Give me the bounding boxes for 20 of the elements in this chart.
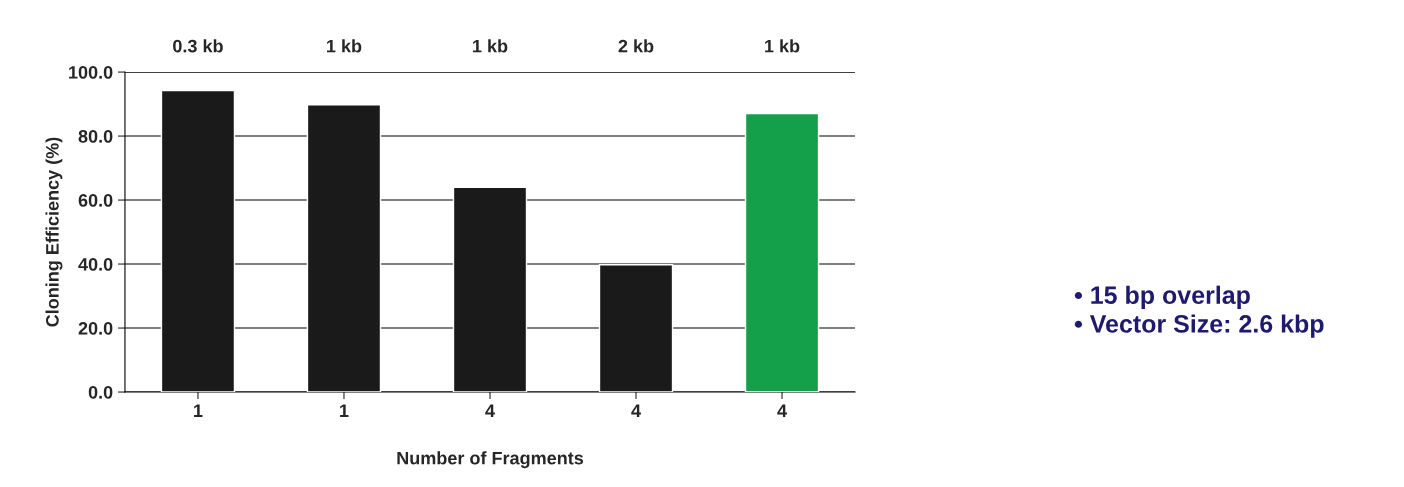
text: • 15 bp overlap • Vector Size: 2.6 kbp xyxy=(1074,285,1324,338)
y-tick-label: 40.0 xyxy=(78,257,113,271)
x-tick-label: 1 xyxy=(340,404,349,417)
text: 0.3 kb xyxy=(173,39,223,53)
x-tick-label: 4 xyxy=(631,404,641,417)
x-axis-title: Number of Fragments xyxy=(397,451,584,469)
y-tick-label: 20.0 xyxy=(78,321,113,335)
y-tick-label: 100.0 xyxy=(69,66,113,79)
text: 2 kb xyxy=(618,39,654,53)
bar xyxy=(744,112,820,393)
x-tick-label: 4 xyxy=(777,404,787,417)
text: 1 kb xyxy=(327,39,362,53)
y-tick-label: 80.0 xyxy=(78,130,113,143)
text: 1 kb xyxy=(473,39,508,53)
y-tick-label: 0.0 xyxy=(88,385,113,399)
text: 1 kb xyxy=(765,39,800,53)
x-tick-label: 4 xyxy=(485,404,495,417)
x-tick-label: 1 xyxy=(194,404,203,417)
y-tick-label: 60.0 xyxy=(78,193,113,207)
y-axis-title: Cloning Efficiency (%) xyxy=(45,137,63,327)
